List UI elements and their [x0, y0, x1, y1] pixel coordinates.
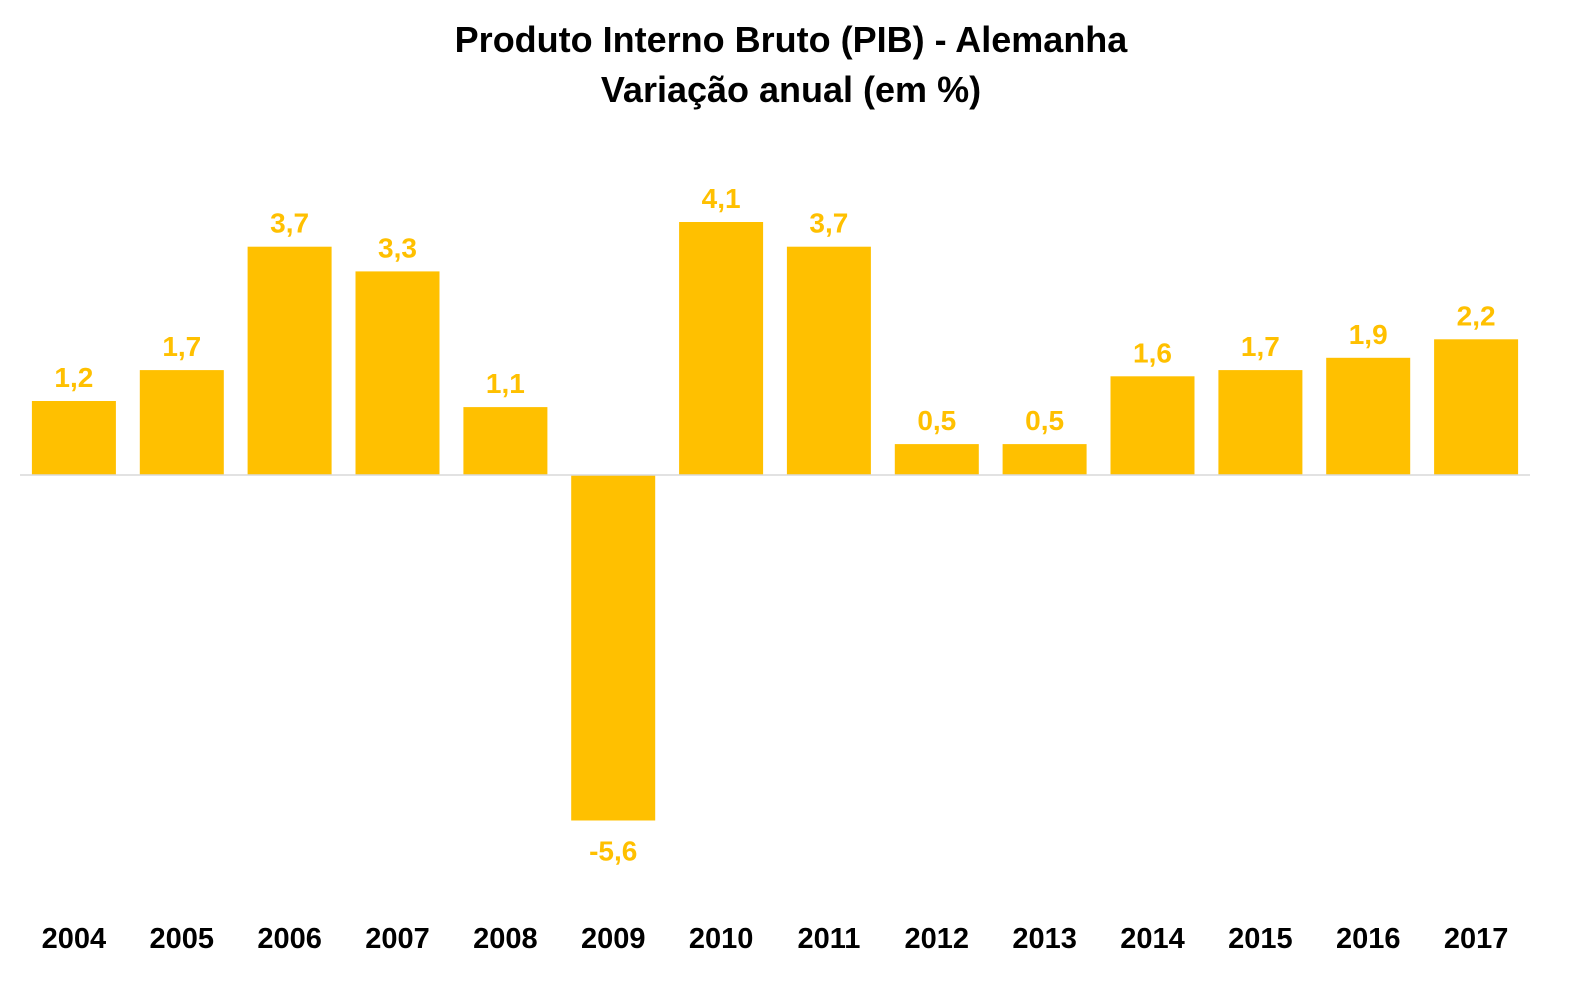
- category-label-2004: 2004: [42, 923, 107, 955]
- category-label-2006: 2006: [257, 923, 322, 955]
- category-label-2014: 2014: [1120, 923, 1185, 955]
- bar-2006: [247, 246, 332, 475]
- data-label-2009: -5,6: [589, 836, 637, 867]
- data-labels-group: 1,2 1,7 3,7 3,3 1,1 -5,6 4,1 3,7 0,5 0,5 1,6 1,7 1,9…: [54, 183, 1495, 867]
- data-label-2013: 0,5: [1025, 405, 1064, 436]
- bar-2008: [463, 407, 548, 475]
- bars-group: [31, 222, 1519, 821]
- bar-2005: [139, 370, 224, 475]
- chart-subtitle: Variação anual (em %): [600, 69, 982, 110]
- data-label-2007: 3,3: [378, 232, 417, 263]
- bar-2016: [1326, 357, 1411, 475]
- bar-2017: [1434, 339, 1519, 475]
- category-label-2010: 2010: [689, 923, 754, 955]
- bar-2004: [31, 401, 116, 475]
- category-label-2012: 2012: [905, 923, 970, 955]
- data-label-2010: 4,1: [702, 183, 741, 214]
- bar-2015: [1218, 370, 1303, 475]
- category-label-2017: 2017: [1444, 923, 1509, 955]
- category-label-2016: 2016: [1336, 923, 1401, 955]
- category-label-2015: 2015: [1228, 923, 1293, 955]
- category-label-2007: 2007: [365, 923, 430, 955]
- category-label-2008: 2008: [473, 923, 538, 955]
- bar-2010: [679, 222, 764, 475]
- chart-title: Produto Interno Bruto (PIB) - Alemanha: [454, 19, 1128, 60]
- bar-2009: [571, 475, 656, 821]
- category-label-2009: 2009: [581, 923, 646, 955]
- category-label-2005: 2005: [150, 923, 215, 955]
- data-label-2017: 2,2: [1457, 300, 1496, 331]
- data-label-2008: 1,1: [486, 368, 525, 399]
- bar-2007: [355, 271, 440, 475]
- data-label-2012: 0,5: [917, 405, 956, 436]
- bar-2012: [894, 444, 979, 475]
- bar-2013: [1002, 444, 1087, 475]
- data-label-2011: 3,7: [809, 208, 848, 239]
- data-label-2004: 1,2: [54, 362, 93, 393]
- data-label-2005: 1,7: [162, 331, 201, 362]
- category-labels-group: 2004 2005 2006 2007 2008 2009 2010 2011 2012 2013…: [42, 923, 1509, 955]
- bar-2014: [1110, 376, 1195, 475]
- category-label-2013: 2013: [1012, 923, 1077, 955]
- data-label-2014: 1,6: [1133, 337, 1172, 368]
- bar-2011: [786, 246, 871, 475]
- data-label-2015: 1,7: [1241, 331, 1280, 362]
- category-label-2011: 2011: [797, 923, 860, 955]
- data-label-2006: 3,7: [270, 208, 309, 239]
- data-label-2016: 1,9: [1349, 319, 1388, 350]
